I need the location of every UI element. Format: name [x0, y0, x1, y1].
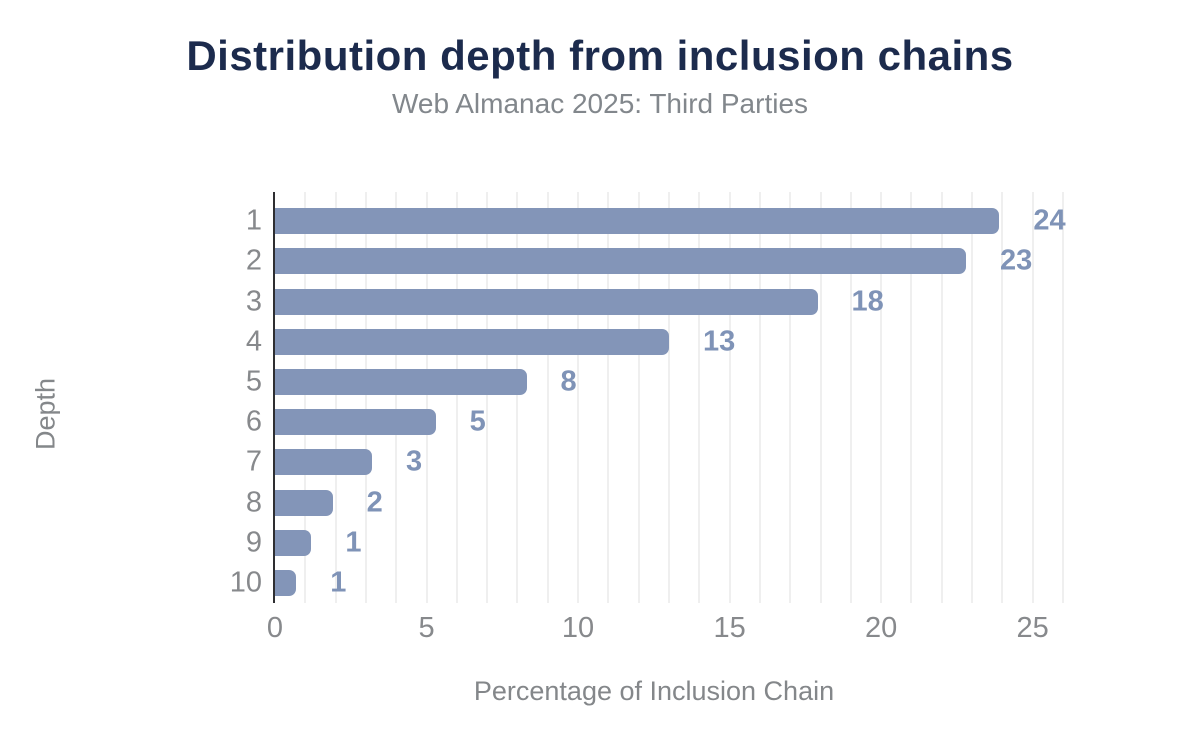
bar-row: 10 1	[230, 563, 1063, 603]
plot-area: 1 24 2 23 3 18 4 13 5 8 6 5 7 3 8 2 9 1 10 1	[230, 192, 1066, 603]
bar-row: 3 18	[246, 281, 1063, 321]
x-axis-tick-labels: 0 5 10 15 20 25	[267, 612, 1063, 646]
bar-value-label: 8	[560, 365, 577, 398]
y-axis-tick-label: 10	[229, 566, 262, 599]
bar-value-label: 1	[345, 526, 362, 559]
chart-subtitle: Web Almanac 2025: Third Parties	[391, 88, 809, 119]
gridline	[819, 192, 822, 603]
gridline	[364, 192, 367, 603]
gridline	[607, 192, 610, 603]
bar-value-label: 24	[1033, 204, 1066, 237]
x-axis-tick-label: 5	[418, 612, 435, 644]
gridline	[516, 192, 519, 603]
bar-rows: 1 24 2 23 3 18 4 13 5 8 6 5 7 3 8 2 9 1 10 1	[230, 201, 1066, 603]
gridline	[304, 192, 307, 603]
gridline	[486, 192, 489, 603]
y-axis-tick-label: 3	[245, 285, 262, 317]
y-axis-tick-label: 1	[245, 204, 262, 237]
gridline	[910, 192, 913, 603]
bar-value-label: 13	[703, 325, 736, 358]
gridline	[637, 192, 640, 603]
bar-row: 2 23	[246, 241, 1063, 281]
gridline	[668, 192, 670, 603]
x-axis-title: Percentage of Inclusion Chain	[473, 676, 835, 706]
bar	[275, 489, 333, 516]
bar	[275, 288, 818, 315]
y-axis-tick-label: 4	[245, 325, 262, 358]
bar	[275, 328, 669, 355]
bar-value-label: 3	[405, 445, 423, 478]
bar	[275, 449, 372, 476]
bar	[275, 248, 966, 275]
y-axis-title: Depth	[30, 377, 61, 451]
y-axis-tick-label: 7	[245, 445, 262, 478]
gridline	[577, 192, 580, 603]
gridline	[455, 192, 458, 603]
y-axis-tick-label: 8	[245, 486, 262, 519]
gridline	[758, 192, 761, 603]
gridline	[1031, 192, 1034, 603]
bar-value-label: 5	[469, 405, 486, 438]
x-axis-tick-label: 0	[266, 612, 284, 644]
gridline	[334, 192, 337, 603]
gridline	[1062, 192, 1064, 603]
bar-value-label: 23	[1000, 244, 1033, 277]
bar	[275, 368, 527, 395]
y-axis-tick-label: 6	[245, 405, 262, 438]
gridline	[698, 192, 701, 603]
bar-row: 1 24	[246, 201, 1066, 241]
gridline	[789, 192, 792, 603]
bar	[275, 569, 297, 596]
gridline	[395, 192, 398, 603]
gridline	[546, 192, 549, 603]
gridline	[940, 192, 943, 603]
x-axis-tick-label: 25	[1016, 612, 1049, 644]
bar-value-label: 1	[330, 566, 347, 599]
bar-row: 4 13	[246, 322, 1063, 362]
gridline	[1001, 192, 1004, 603]
y-axis-tick-label: 9	[245, 526, 262, 559]
y-axis-tick-label: 2	[245, 244, 262, 277]
bar	[275, 208, 1000, 235]
gridline	[425, 192, 428, 603]
bar	[275, 409, 436, 436]
x-axis-tick-label: 15	[713, 612, 746, 644]
chart-title: Distribution depth from inclusion chains	[186, 32, 1014, 79]
gridline	[971, 192, 974, 603]
bar-value-label: 18	[851, 285, 884, 317]
gridline	[849, 192, 852, 603]
gridline	[880, 192, 883, 603]
gridline	[728, 192, 731, 603]
bar	[275, 529, 312, 556]
x-axis-tick-label: 20	[865, 612, 898, 644]
y-axis-tick-label: 5	[245, 365, 262, 398]
bar-value-label: 2	[366, 486, 383, 519]
x-axis-tick-label: 10	[561, 612, 595, 644]
